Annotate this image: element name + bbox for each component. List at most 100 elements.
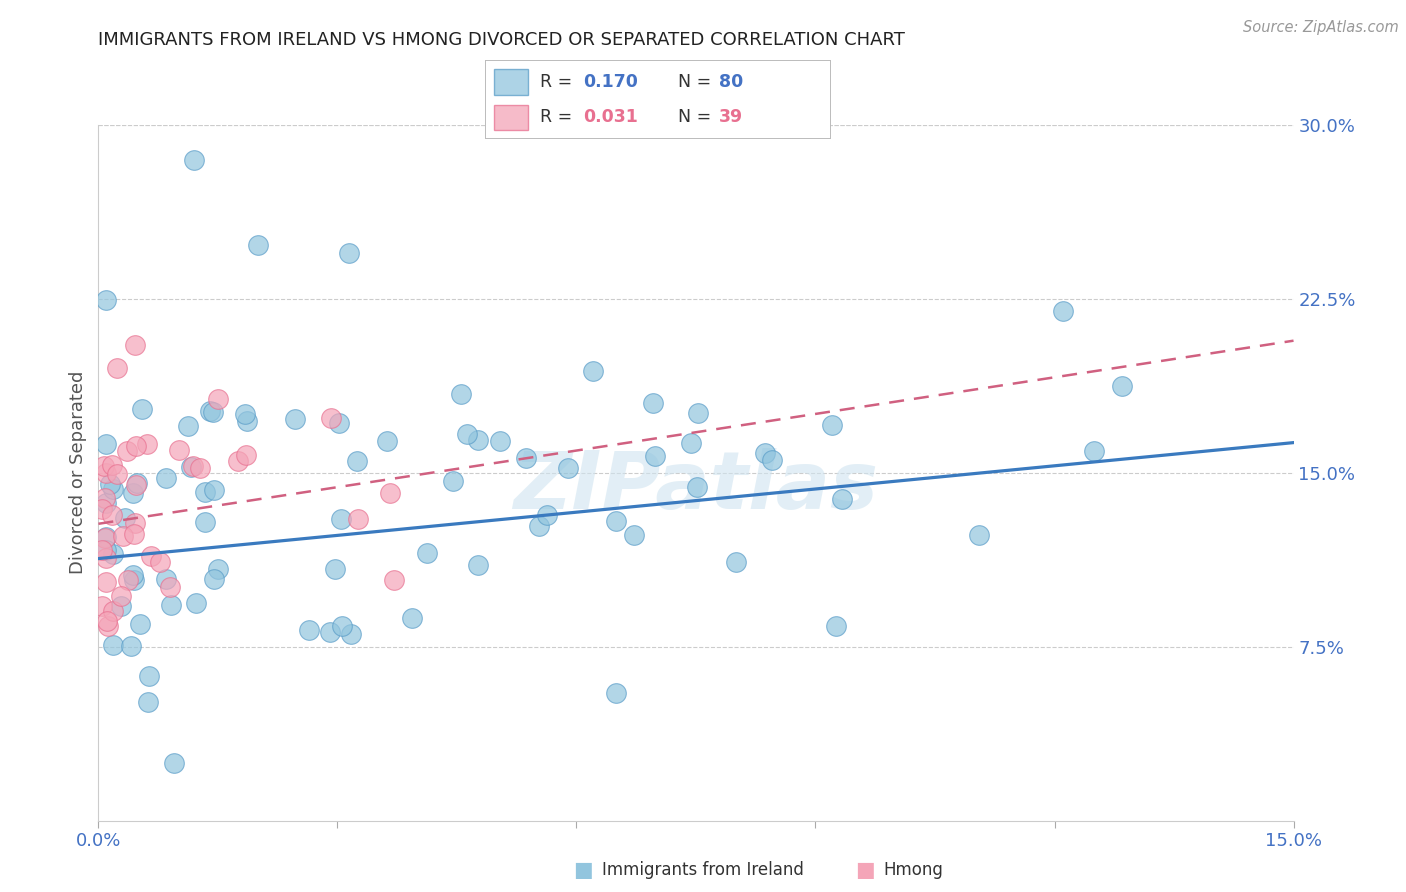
Point xyxy=(201,405,224,419)
Point xyxy=(489,434,512,448)
Point xyxy=(121,486,143,500)
Point xyxy=(167,442,190,457)
Point xyxy=(96,467,118,481)
Point xyxy=(319,410,342,425)
Point xyxy=(97,619,120,633)
Point xyxy=(91,543,114,558)
Point xyxy=(236,414,259,428)
Point xyxy=(96,530,118,544)
Point xyxy=(644,449,666,463)
Text: IMMIGRANTS FROM IRELAND VS HMONG DIVORCED OR SEPARATED CORRELATION CHART: IMMIGRANTS FROM IRELAND VS HMONG DIVORCE… xyxy=(98,31,905,49)
Point xyxy=(761,452,783,467)
Point xyxy=(515,450,537,465)
Point xyxy=(346,454,368,468)
Point xyxy=(202,573,225,587)
Point xyxy=(183,153,205,167)
Point xyxy=(98,476,121,491)
Point xyxy=(105,361,128,376)
Point xyxy=(415,546,437,560)
Point xyxy=(382,573,405,587)
Point xyxy=(136,695,159,709)
Text: N =: N = xyxy=(678,73,717,91)
Point xyxy=(226,454,249,468)
Point xyxy=(318,625,340,640)
Point xyxy=(328,416,350,430)
Point xyxy=(96,615,118,629)
Y-axis label: Divorced or Separated: Divorced or Separated xyxy=(69,371,87,574)
Point xyxy=(136,437,159,451)
Text: ■: ■ xyxy=(855,860,875,880)
Point xyxy=(101,508,124,522)
Point xyxy=(125,476,148,491)
Point xyxy=(94,491,117,506)
Point xyxy=(284,412,307,426)
Point xyxy=(124,516,146,530)
Text: R =: R = xyxy=(540,73,578,91)
Point xyxy=(101,639,124,653)
Point xyxy=(188,461,211,475)
Point xyxy=(180,460,202,475)
Point xyxy=(456,427,478,442)
Point xyxy=(467,433,489,447)
Point xyxy=(125,439,148,453)
Point xyxy=(401,611,423,625)
Point xyxy=(450,387,472,401)
Text: 39: 39 xyxy=(720,108,744,126)
Point xyxy=(340,627,363,641)
Point xyxy=(605,514,627,528)
Text: 80: 80 xyxy=(720,73,744,91)
Point xyxy=(91,502,114,516)
Point xyxy=(110,599,132,614)
Point xyxy=(831,491,853,506)
Point xyxy=(194,485,217,500)
FancyBboxPatch shape xyxy=(494,104,529,130)
Point xyxy=(605,686,627,700)
Point xyxy=(138,669,160,683)
Point xyxy=(323,562,346,576)
Point xyxy=(96,496,118,510)
Point xyxy=(101,604,124,618)
Point xyxy=(101,458,124,473)
Point xyxy=(233,407,256,421)
Point xyxy=(94,532,117,546)
Point xyxy=(94,574,117,589)
Point xyxy=(337,246,360,260)
Text: Hmong: Hmong xyxy=(883,861,943,879)
Point xyxy=(155,573,177,587)
Point xyxy=(122,527,145,541)
Point xyxy=(330,618,353,632)
Point xyxy=(177,419,200,434)
Point xyxy=(825,619,848,633)
Point xyxy=(111,529,134,543)
Point xyxy=(1083,444,1105,458)
Point xyxy=(688,406,710,420)
Point xyxy=(114,511,136,525)
Point xyxy=(200,404,222,418)
Text: R =: R = xyxy=(540,108,578,126)
Point xyxy=(117,573,139,587)
Point xyxy=(641,396,664,410)
Point xyxy=(93,458,115,473)
Point xyxy=(557,461,579,475)
Point xyxy=(207,392,229,406)
Point xyxy=(821,418,844,433)
Point xyxy=(967,528,990,542)
Point xyxy=(582,363,605,377)
Point xyxy=(131,402,153,417)
Point xyxy=(110,590,132,604)
Point xyxy=(105,467,128,481)
Point xyxy=(724,555,747,569)
Point xyxy=(101,482,124,496)
Point xyxy=(375,434,398,449)
Point xyxy=(149,555,172,569)
Point xyxy=(378,486,401,500)
FancyBboxPatch shape xyxy=(494,70,529,95)
Point xyxy=(235,448,257,462)
Point xyxy=(96,542,118,557)
Text: 0.170: 0.170 xyxy=(583,73,638,91)
Point xyxy=(207,562,229,576)
Point xyxy=(181,458,204,473)
Point xyxy=(159,599,181,613)
Point xyxy=(467,558,489,572)
Point xyxy=(754,445,776,459)
